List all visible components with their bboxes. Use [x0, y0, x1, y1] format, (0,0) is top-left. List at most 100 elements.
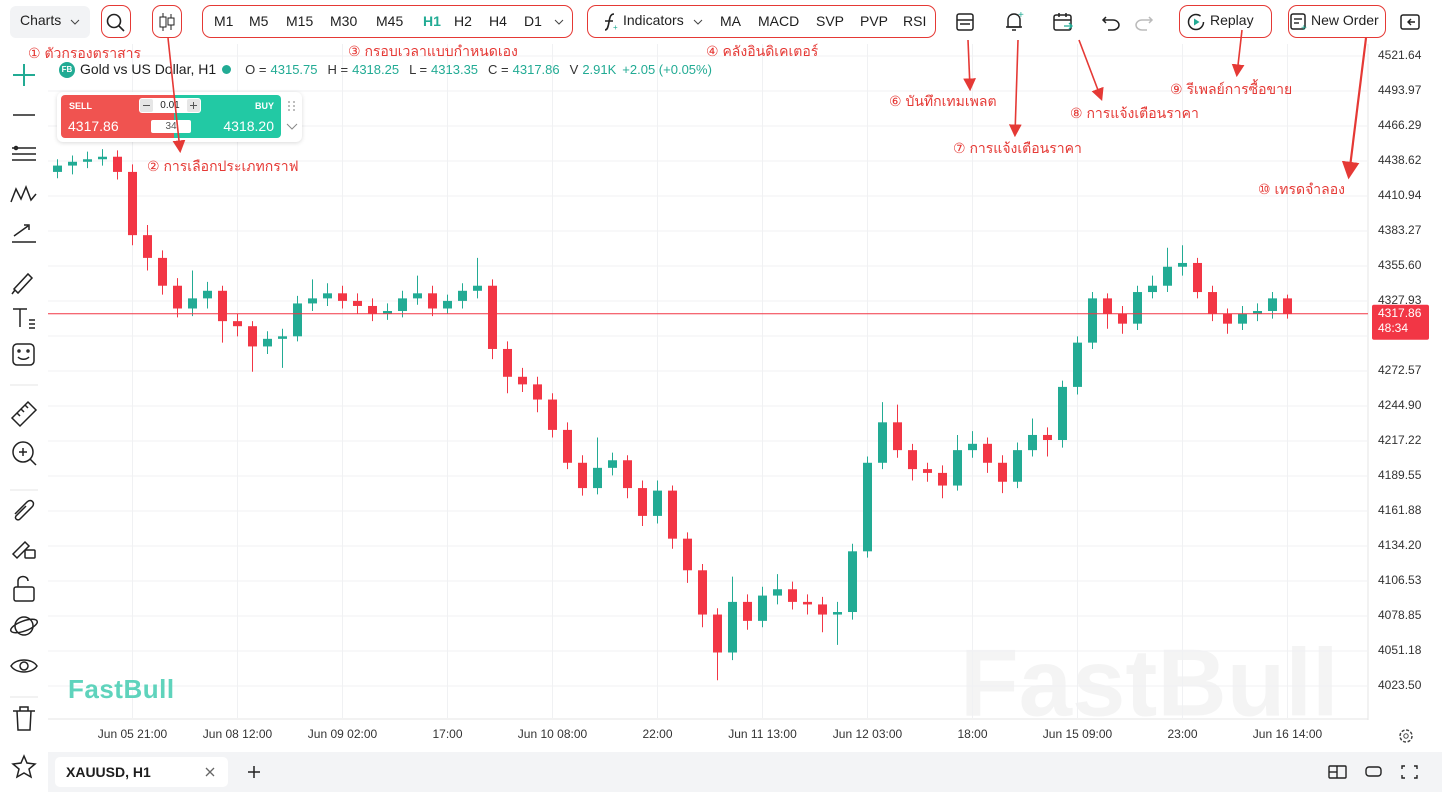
x-tick-label: Jun 08 12:00 [203, 727, 273, 741]
candle-body [1148, 285, 1157, 293]
stat-value: 4318.25 [352, 61, 400, 77]
stat-value: 4313.35 [431, 61, 479, 77]
candle-body [233, 321, 242, 327]
timeframe-button[interactable]: M5 [249, 13, 269, 29]
watermark-large: FastBull [960, 629, 1339, 736]
indicator-shortcut[interactable]: SVP [816, 13, 845, 29]
sell-price: 4317.86 [68, 118, 119, 134]
candle-body [548, 399, 557, 430]
new-order-button[interactable]: New Order [1311, 12, 1379, 28]
panel-toggle-icon[interactable] [1399, 12, 1421, 32]
annotation: ⑦ การแจ้งเตือนราคา [953, 140, 1082, 156]
panel-handle[interactable] [285, 98, 299, 136]
y-tick-label: 4217.22 [1378, 433, 1422, 447]
timeframe-button[interactable]: M15 [286, 13, 314, 29]
lot-input[interactable]: 0.01 [139, 98, 201, 113]
stat-value: 4317.86 [512, 61, 560, 77]
add-tab[interactable] [246, 764, 262, 780]
candle-body [188, 298, 197, 309]
chart-tab[interactable] [55, 757, 228, 787]
x-tick-label: 23:00 [1167, 727, 1197, 741]
candle-body [308, 298, 317, 304]
indicator-shortcut[interactable]: MACD [758, 13, 800, 29]
left-toolbar [9, 64, 39, 779]
y-tick-label: 4493.97 [1378, 83, 1422, 97]
candle-body [923, 469, 932, 473]
y-tick-label: 4438.62 [1378, 153, 1422, 167]
timeframe-button[interactable]: H1 [423, 13, 441, 29]
layout-icons[interactable] [1327, 763, 1427, 781]
top-toolbar [0, 0, 1442, 44]
candle-body [668, 490, 677, 539]
y-tick-label: 4272.57 [1378, 363, 1422, 377]
annotation: ⑧ การแจ้งเตือนราคา [1070, 105, 1199, 121]
stat: H = 4318.25 [328, 62, 400, 77]
svg-text:+: + [613, 23, 618, 32]
candle-body [653, 490, 662, 516]
template-icon[interactable] [954, 11, 976, 33]
indicators-button[interactable]: Indicators [623, 12, 684, 28]
annotation: ① ตัวกรองตราสาร [28, 45, 142, 61]
candle-body [938, 472, 947, 486]
candle-body [278, 336, 287, 339]
stat: V 2.91K [570, 62, 617, 77]
candle-body [998, 462, 1007, 482]
timeframe-button[interactable]: D1 [524, 13, 542, 29]
redo-icon[interactable] [1133, 11, 1155, 33]
candle-body [983, 443, 992, 463]
timeframe-button[interactable]: H2 [454, 13, 472, 29]
candle-body [353, 300, 362, 306]
highlight-box [1288, 5, 1386, 38]
search-icon[interactable] [105, 12, 127, 34]
indicator-shortcut[interactable]: RSI [903, 13, 927, 29]
candle-body [878, 422, 887, 463]
alert-icon[interactable]: + [1002, 10, 1026, 34]
candle-body [1253, 311, 1262, 314]
y-tick-label: 4355.60 [1378, 258, 1422, 272]
timeframe-button[interactable]: H4 [489, 13, 507, 29]
timeframe-button[interactable]: M30 [330, 13, 358, 29]
timeframe-button[interactable]: M1 [214, 13, 234, 29]
candle-body [833, 612, 842, 615]
candle-body [533, 384, 542, 400]
annotation: ④ คลังอินดิเคเตอร์ [706, 43, 819, 59]
stat-key: C = [488, 61, 509, 77]
x-tick-label: Jun 11 13:00 [728, 727, 797, 741]
x-tick-label: Jun 10 08:00 [518, 727, 588, 741]
timeframe-button[interactable]: M45 [376, 13, 404, 29]
calendar-icon[interactable] [1051, 10, 1075, 34]
buy-label: BUY [254, 101, 274, 111]
candle-body [803, 601, 812, 605]
annotation: ⑨ รีเพลย์การซื้อขาย [1170, 81, 1293, 97]
replay-button[interactable]: Replay [1210, 12, 1254, 28]
indicator-shortcut[interactable]: MA [720, 13, 741, 29]
y-tick-label: 4161.88 [1378, 503, 1422, 517]
caret [693, 19, 703, 25]
candle-body [1133, 292, 1142, 324]
tab-bar [48, 752, 1442, 792]
highlight-box [101, 5, 131, 38]
y-tick-label: 4189.55 [1378, 468, 1422, 482]
candle-body [758, 595, 767, 621]
candle-body [698, 570, 707, 615]
candle-body [713, 614, 722, 653]
highlight-box [587, 5, 936, 38]
candle-body [53, 165, 62, 172]
candle-body [1013, 450, 1022, 482]
settings-icon[interactable] [1396, 726, 1416, 746]
watermark-logo: FastBull [68, 674, 175, 704]
close-tab[interactable] [204, 766, 216, 778]
candle-body [263, 338, 272, 347]
candles [53, 149, 1292, 681]
stat: L = 4313.35 [409, 62, 478, 77]
status-dot [222, 64, 232, 74]
y-tick-label: 4410.94 [1378, 188, 1422, 202]
candle-body [818, 604, 827, 615]
chart-type-icon[interactable] [156, 11, 178, 33]
undo-icon[interactable] [1100, 11, 1122, 33]
last-price-box [1372, 304, 1429, 340]
candle-body [593, 467, 602, 489]
indicator-shortcut[interactable]: PVP [860, 13, 889, 29]
